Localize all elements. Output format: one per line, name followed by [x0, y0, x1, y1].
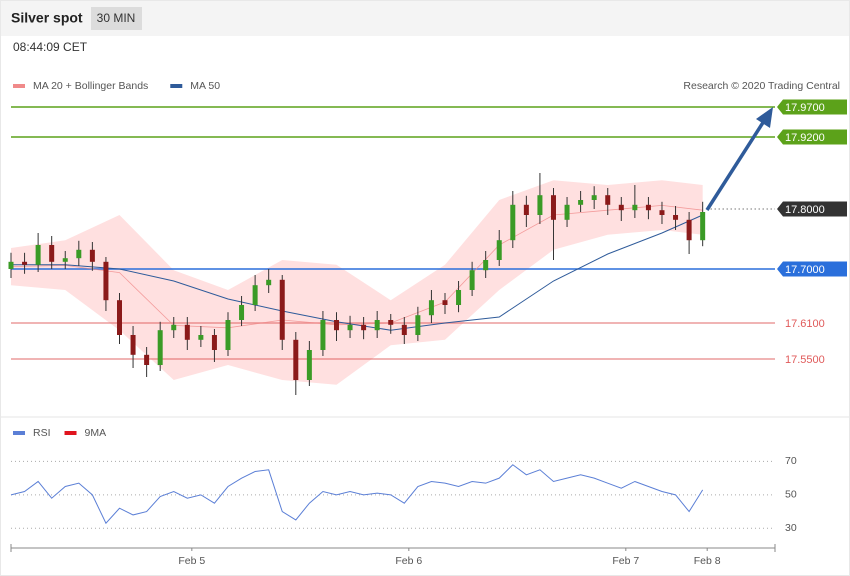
candle-body: [184, 324, 190, 340]
candle-body: [645, 204, 651, 211]
candle-body: [157, 330, 163, 365]
candle-body: [211, 335, 217, 350]
candle-body: [388, 320, 394, 325]
candle-body: [76, 249, 82, 259]
y-tick-label: 50: [785, 489, 797, 501]
candle-body: [89, 249, 95, 262]
candle-body: [605, 195, 611, 205]
level-label: 17.6100: [785, 318, 825, 330]
bollinger-band: [11, 180, 703, 385]
candle-body: [401, 324, 407, 335]
candle-body: [374, 320, 380, 331]
level-label: 17.8000: [785, 204, 825, 216]
level-label: 17.9200: [785, 132, 825, 144]
candle-body: [62, 258, 68, 262]
candle-body: [8, 261, 14, 269]
level-label: 17.7000: [785, 264, 825, 276]
candle-body: [591, 195, 597, 200]
y-tick-label: 70: [785, 455, 797, 467]
candle-body: [239, 305, 245, 320]
interval: 30 MIN: [97, 11, 136, 25]
legend-label: MA 50: [190, 80, 220, 92]
candle-body: [686, 219, 692, 241]
y-tick-label: 30: [785, 522, 797, 534]
candle-body: [469, 270, 475, 290]
candle-body: [564, 204, 570, 220]
candle-body: [347, 324, 353, 331]
candle-body: [496, 240, 502, 260]
candle-body: [550, 195, 556, 220]
candle-body: [266, 279, 272, 286]
candle-body: [361, 324, 367, 331]
candle-body: [306, 350, 312, 380]
candle-body: [103, 261, 109, 301]
legend-label: MA 20 + Bollinger Bands: [33, 80, 148, 92]
title: Silver spot: [11, 10, 83, 26]
level-tag: [777, 261, 847, 277]
candle-body: [35, 245, 41, 265]
rsi-line: [10, 464, 704, 525]
level-label: 17.9700: [785, 102, 825, 114]
candle-body: [171, 324, 177, 331]
candle-body: [333, 320, 339, 331]
candle-body: [456, 290, 462, 305]
candle-body: [225, 320, 231, 350]
candle-body: [320, 320, 326, 350]
candle-body: [632, 204, 638, 211]
candle-body: [700, 212, 706, 241]
candle-body: [279, 279, 285, 340]
legend-swatch: [13, 431, 25, 435]
timestamp: 08:44:09 CET: [13, 40, 88, 54]
candle-body: [673, 215, 679, 220]
level-label: 17.5500: [785, 354, 825, 366]
candle-body: [483, 260, 489, 271]
candle-body: [198, 335, 204, 340]
candle-body: [578, 200, 584, 205]
level-tag: [777, 201, 847, 217]
level-tag: [777, 99, 847, 115]
legend-label: RSI: [33, 427, 51, 439]
candle-body: [144, 354, 150, 365]
candle-body: [116, 300, 122, 335]
x-tick-label: Feb 8: [694, 555, 721, 567]
candle-body: [428, 300, 434, 316]
legend-swatch: [13, 84, 25, 88]
interval-badge[interactable]: [91, 7, 142, 30]
candle-body: [523, 204, 529, 215]
x-tick-label: Feb 6: [395, 555, 422, 567]
candle-body: [22, 261, 28, 265]
forecast-arrow: [705, 107, 773, 211]
candle-body: [252, 285, 258, 305]
candle-body: [442, 300, 448, 305]
candle-body: [130, 335, 136, 355]
legend-label: 9MA: [85, 427, 107, 439]
credit: Research © 2020 Trading Central: [683, 80, 840, 92]
legend-swatch: [64, 431, 77, 435]
x-tick-label: Feb 7: [612, 555, 639, 567]
candle-body: [293, 339, 299, 380]
legend-swatch: [170, 84, 183, 88]
candle-body: [415, 315, 421, 335]
x-tick-label: Feb 5: [178, 555, 205, 567]
candle-body: [659, 210, 665, 215]
candle-body: [510, 204, 516, 241]
candle-body: [537, 195, 543, 215]
candle-body: [49, 245, 55, 262]
level-tag: [777, 129, 847, 145]
candle-body: [618, 204, 624, 211]
